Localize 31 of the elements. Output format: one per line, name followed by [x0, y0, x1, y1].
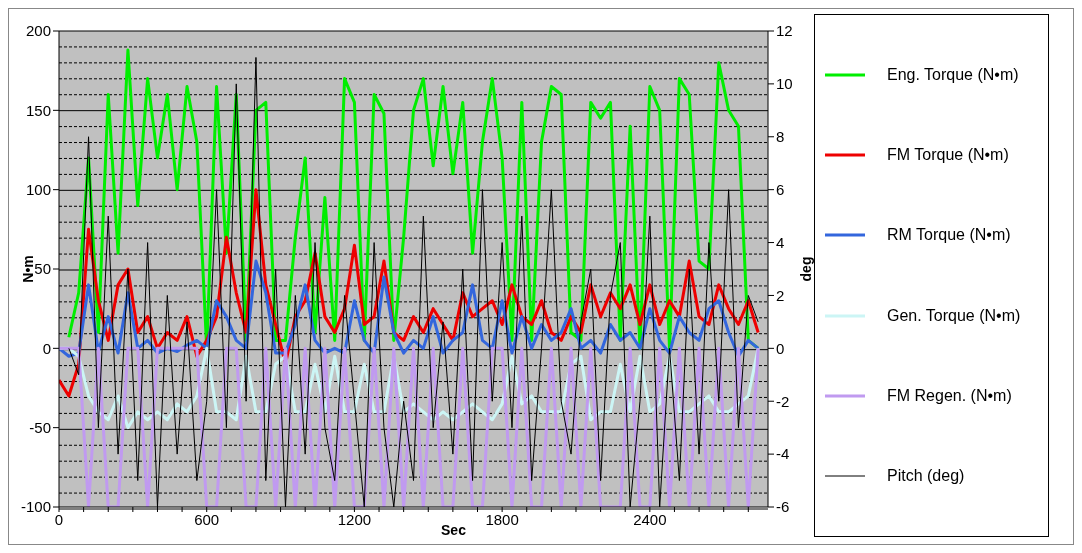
- y2-tick-label: 12: [776, 22, 793, 40]
- legend-label: FM Torque (N•m): [887, 146, 1009, 165]
- x-axis-title: Sec: [441, 522, 467, 538]
- x-tick-label: 0: [54, 510, 64, 528]
- y-tick-label: -100: [20, 498, 51, 516]
- legend-label: RM Torque (N•m): [887, 226, 1011, 245]
- y-tick-label: -50: [29, 418, 51, 436]
- y2-tick-label: 4: [776, 233, 785, 251]
- x-tick-label: 1800: [485, 510, 519, 528]
- y-tick-label: 150: [25, 101, 51, 119]
- y2-tick-label: 10: [776, 75, 793, 93]
- y-axis-title: N•m: [19, 255, 36, 283]
- y-tick-label: 50: [34, 260, 51, 278]
- legend-label: FM Regen. (N•m): [887, 386, 1012, 405]
- x-tick-label: 600: [194, 510, 220, 528]
- y2-tick-label: 0: [776, 339, 785, 357]
- x-tick-label: 2400: [633, 510, 667, 528]
- y-tick-label: 0: [42, 339, 51, 357]
- legend-label: Gen. Torque (N•m): [887, 306, 1021, 325]
- y2-tick-label: -4: [776, 445, 790, 463]
- y2-tick-label: -2: [776, 392, 790, 410]
- legend-label: Pitch (deg): [887, 466, 965, 485]
- y2-tick-label: 8: [776, 128, 785, 146]
- y2-tick-label: -6: [776, 498, 790, 516]
- y2-tick-label: 2: [776, 286, 785, 304]
- y2-axis-title: deg: [797, 256, 814, 282]
- y2-tick-label: 6: [776, 180, 785, 198]
- y-tick-label: 200: [25, 22, 51, 40]
- legend-label: Eng. Torque (N•m): [887, 66, 1019, 85]
- x-tick-label: 1200: [337, 510, 372, 528]
- y-tick-label: 100: [25, 180, 51, 198]
